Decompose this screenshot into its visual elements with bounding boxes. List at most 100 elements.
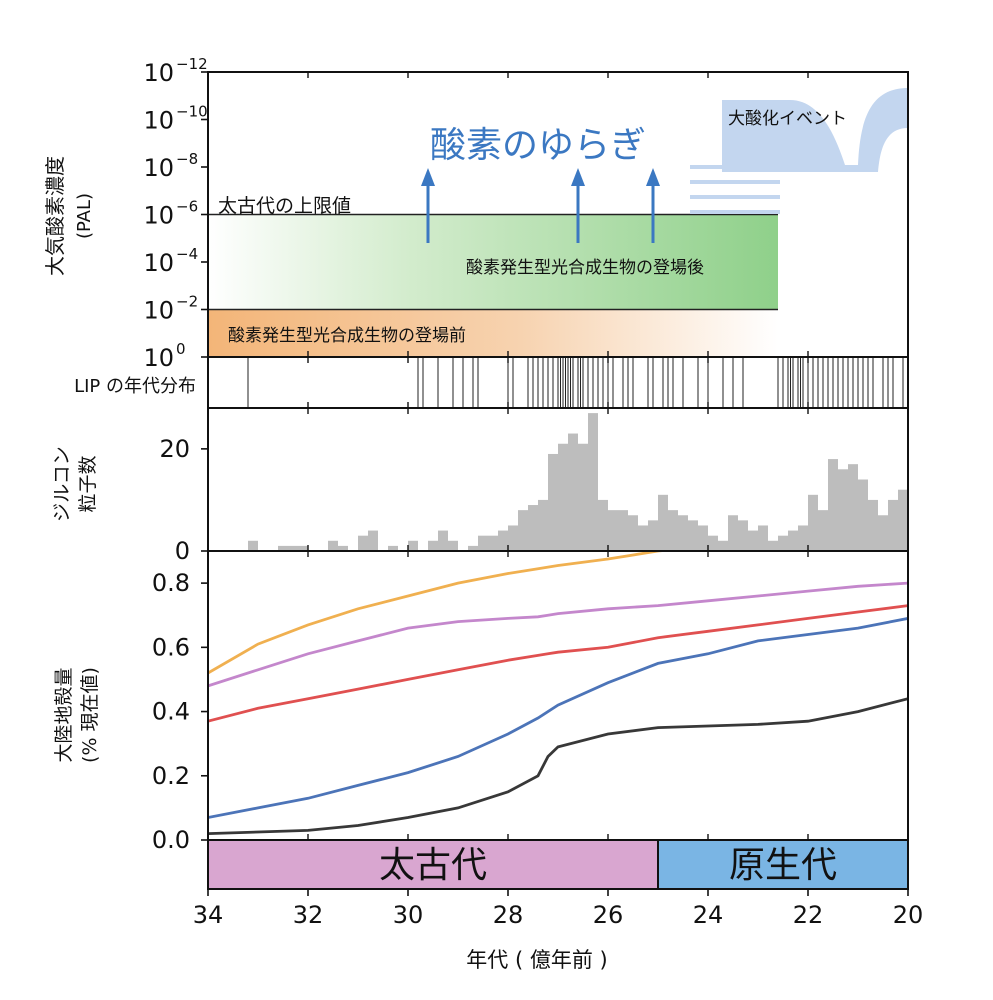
zircon-bar-22 [558,443,568,551]
era-rect-1 [658,840,908,889]
oxygen-band-after [208,214,778,310]
crust-ytick-label-4: 0.8 [152,569,190,597]
band-after-label: 酸素発生型光合成生物の登場後 [466,258,704,278]
lip-panel: LIP の年代分布 [74,357,904,408]
era-frame [207,839,909,890]
oxygen-panel: 太古代の上限値 酸素発生型光合成生物の登場後 酸素発生型光合成生物の登場前 酸素… [43,55,908,372]
crust-ytick-label-2: 0.4 [152,698,190,726]
crust-series-2 [208,604,908,723]
zircon-bar-4 [328,540,338,551]
fluctuation-label: 酸素のゆらぎ [430,125,646,166]
oxygen-ytick-label-3: 10 [143,202,174,230]
zircon-bar-40 [738,520,748,551]
zircon-bar-34 [678,515,688,551]
oxygen-ytick-exp-4: −8 [176,150,198,168]
crust-ytick-label-1: 0.2 [152,762,190,790]
zircon-bar-48 [818,510,828,551]
goe-stripes [690,165,780,214]
oxygen-ylabel-unit: (PAL) [74,193,95,239]
zircon-bar-55 [888,499,898,551]
zircon-bar-30 [638,525,648,551]
zircon-bar-36 [698,525,708,551]
zircon-bar-35 [688,520,698,551]
fluctuation-arrow-head-1 [571,168,585,186]
zircon-bar-26 [598,499,608,551]
zircon-bar-17 [508,525,518,551]
zircon-bar-1 [278,545,288,551]
fluctuation-arrow-head-0 [421,168,435,186]
crust-series-1 [208,581,908,688]
zircon-ylabel-2: 粒子数 [77,455,99,512]
zircon-bar-5 [338,545,348,551]
fluctuation-arrow-head-2 [646,168,660,186]
zircon-bar-45 [788,530,798,551]
zircon-panel: 0 20 ジルコン 粒子数 [51,413,908,565]
crust-series-0 [208,551,673,675]
zircon-bar-56 [898,489,908,551]
zircon-bar-32 [658,494,668,551]
zircon-bar-2 [288,545,298,551]
zircon-bar-19 [528,505,538,551]
oxygen-ytick-label-1: 10 [143,297,174,325]
zircon-bar-39 [728,515,738,551]
era-label-1: 原生代 [729,845,837,886]
zircon-bar-49 [828,459,838,551]
zircon-bar-46 [798,525,808,551]
zircon-bar-21 [548,453,558,551]
zircon-bar-14 [478,535,488,551]
zircon-bar-37 [708,535,718,551]
oxygen-ytick-label-0: 10 [143,344,174,372]
xtick-label-6: 22 [793,901,824,929]
crust-ylabel-2: (% 現在値) [79,667,101,763]
crust-ylabel: 大陸地殻量 [53,667,75,762]
oxygen-ytick-label-4: 10 [143,154,174,182]
zircon-bar-50 [838,469,848,551]
zircon-bar-33 [668,510,678,551]
crust-series-3 [208,617,908,819]
x-axis: 34 32 30 28 26 24 22 20 [193,72,924,929]
oxygen-ytick-label-2: 10 [143,249,174,277]
zircon-bar-31 [648,520,658,551]
oxygen-ylabel: 大気酸素濃度 [43,156,67,276]
zircon-bar-51 [848,464,858,551]
zircon-ylabel: ジルコン [51,446,73,522]
zircon-bar-42 [758,525,768,551]
zircon-bar-24 [578,443,588,551]
oxygen-ytick-exp-5: −10 [176,103,208,121]
zircon-bar-9 [408,540,418,551]
era-label-0: 太古代 [379,845,487,886]
zircon-bar-29 [628,515,638,551]
era-rect-0 [208,840,658,889]
xtick-label-3: 28 [493,901,524,929]
xtick-label-0: 34 [193,901,224,929]
zircon-bar-25 [588,413,598,551]
xtick-label-2: 30 [393,901,424,929]
xtick-label-7: 20 [893,901,924,929]
lip-label: LIP の年代分布 [74,376,196,397]
zircon-bar-53 [868,499,878,551]
zircon-bar-12 [448,540,458,551]
goe-label: 大酸化イベント [728,109,847,129]
zircon-bar-15 [488,535,498,551]
upper-limit-label: 太古代の上限値 [218,195,351,217]
zircon-bar-13 [468,545,478,551]
zircon-bar-47 [808,494,818,551]
zircon-bar-43 [768,540,778,551]
oxygen-ytick-exp-0: 0 [176,340,186,358]
zircon-bar-44 [778,535,788,551]
panel-frames [207,71,909,890]
zircon-bar-16 [498,530,508,551]
band-before-label: 酸素発生型光合成生物の登場前 [228,326,466,346]
era-bar: 太古代 原生代 [208,840,908,889]
oxygen-ytick-exp-6: −12 [176,55,208,73]
zircon-ytick-label-0: 0 [175,537,190,565]
zircon-bar-52 [858,479,868,551]
x-axis-label: 年代 ( 億年前 ) [466,948,607,972]
zircon-bar-23 [568,433,578,551]
zircon-bar-27 [608,510,618,551]
zircon-bar-41 [748,530,758,551]
zircon-bar-38 [718,540,728,551]
zircon-bar-54 [878,515,888,551]
zircon-bar-7 [368,530,378,551]
oxygen-ytick-exp-1: −2 [176,293,198,311]
